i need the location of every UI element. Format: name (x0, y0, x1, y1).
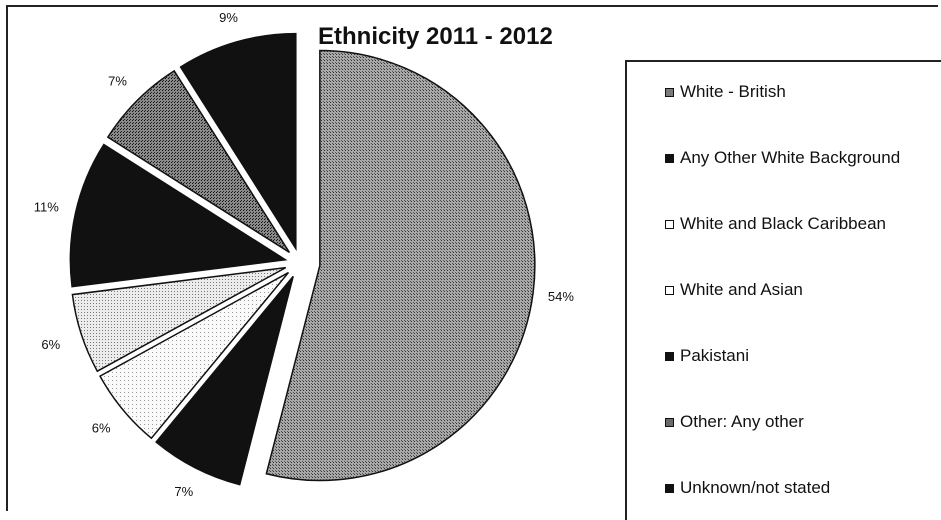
legend-item: White and Black Caribbean (665, 214, 886, 234)
legend-item: Unknown/not stated (665, 478, 830, 498)
data-label: 9% (219, 10, 238, 25)
legend-swatch (665, 285, 674, 295)
pie-slice-pakistani (69, 143, 288, 288)
legend-swatch (665, 351, 674, 361)
legend-swatch (665, 87, 674, 97)
legend-label: Other: Any other (680, 412, 804, 431)
pie-slice-white-british (265, 49, 536, 482)
legend-item: Other: Any other (665, 412, 804, 432)
data-label: 11% (34, 199, 59, 214)
chart-title: Ethnicity 2011 - 2012 (318, 23, 553, 50)
chart-frame (6, 5, 938, 511)
legend-label: White - British (680, 82, 786, 101)
legend-item: Any Other White Background (665, 148, 900, 168)
legend-label: White and Asian (680, 280, 803, 299)
pie-slice-other-any-other (106, 69, 291, 254)
data-label: 54% (548, 289, 574, 304)
legend-item: White - British (665, 82, 786, 102)
data-label: 7% (174, 484, 193, 499)
legend-label: Pakistani (680, 346, 749, 365)
data-label: 7% (108, 74, 127, 89)
legend-swatch (665, 153, 674, 163)
data-label: 6% (92, 420, 111, 435)
pie-slice-white-and-asian (71, 266, 287, 373)
pie-slice-unknown-not-stated (179, 32, 297, 252)
legend-item: White and Asian (665, 280, 803, 300)
legend-swatch (665, 417, 674, 427)
pie-slice-white-and-black-caribbean (99, 271, 290, 440)
data-label: 6% (41, 337, 60, 352)
pie-slice-any-other-white-background (155, 275, 294, 486)
legend-swatch (665, 483, 674, 493)
legend-item: Pakistani (665, 346, 749, 366)
legend-label: Any Other White Background (680, 148, 901, 167)
legend: White - British Any Other White Backgroun… (625, 60, 941, 520)
legend-label: Unknown/not stated (680, 478, 831, 497)
legend-swatch (665, 219, 674, 229)
legend-label: White and Black Caribbean (680, 214, 887, 233)
